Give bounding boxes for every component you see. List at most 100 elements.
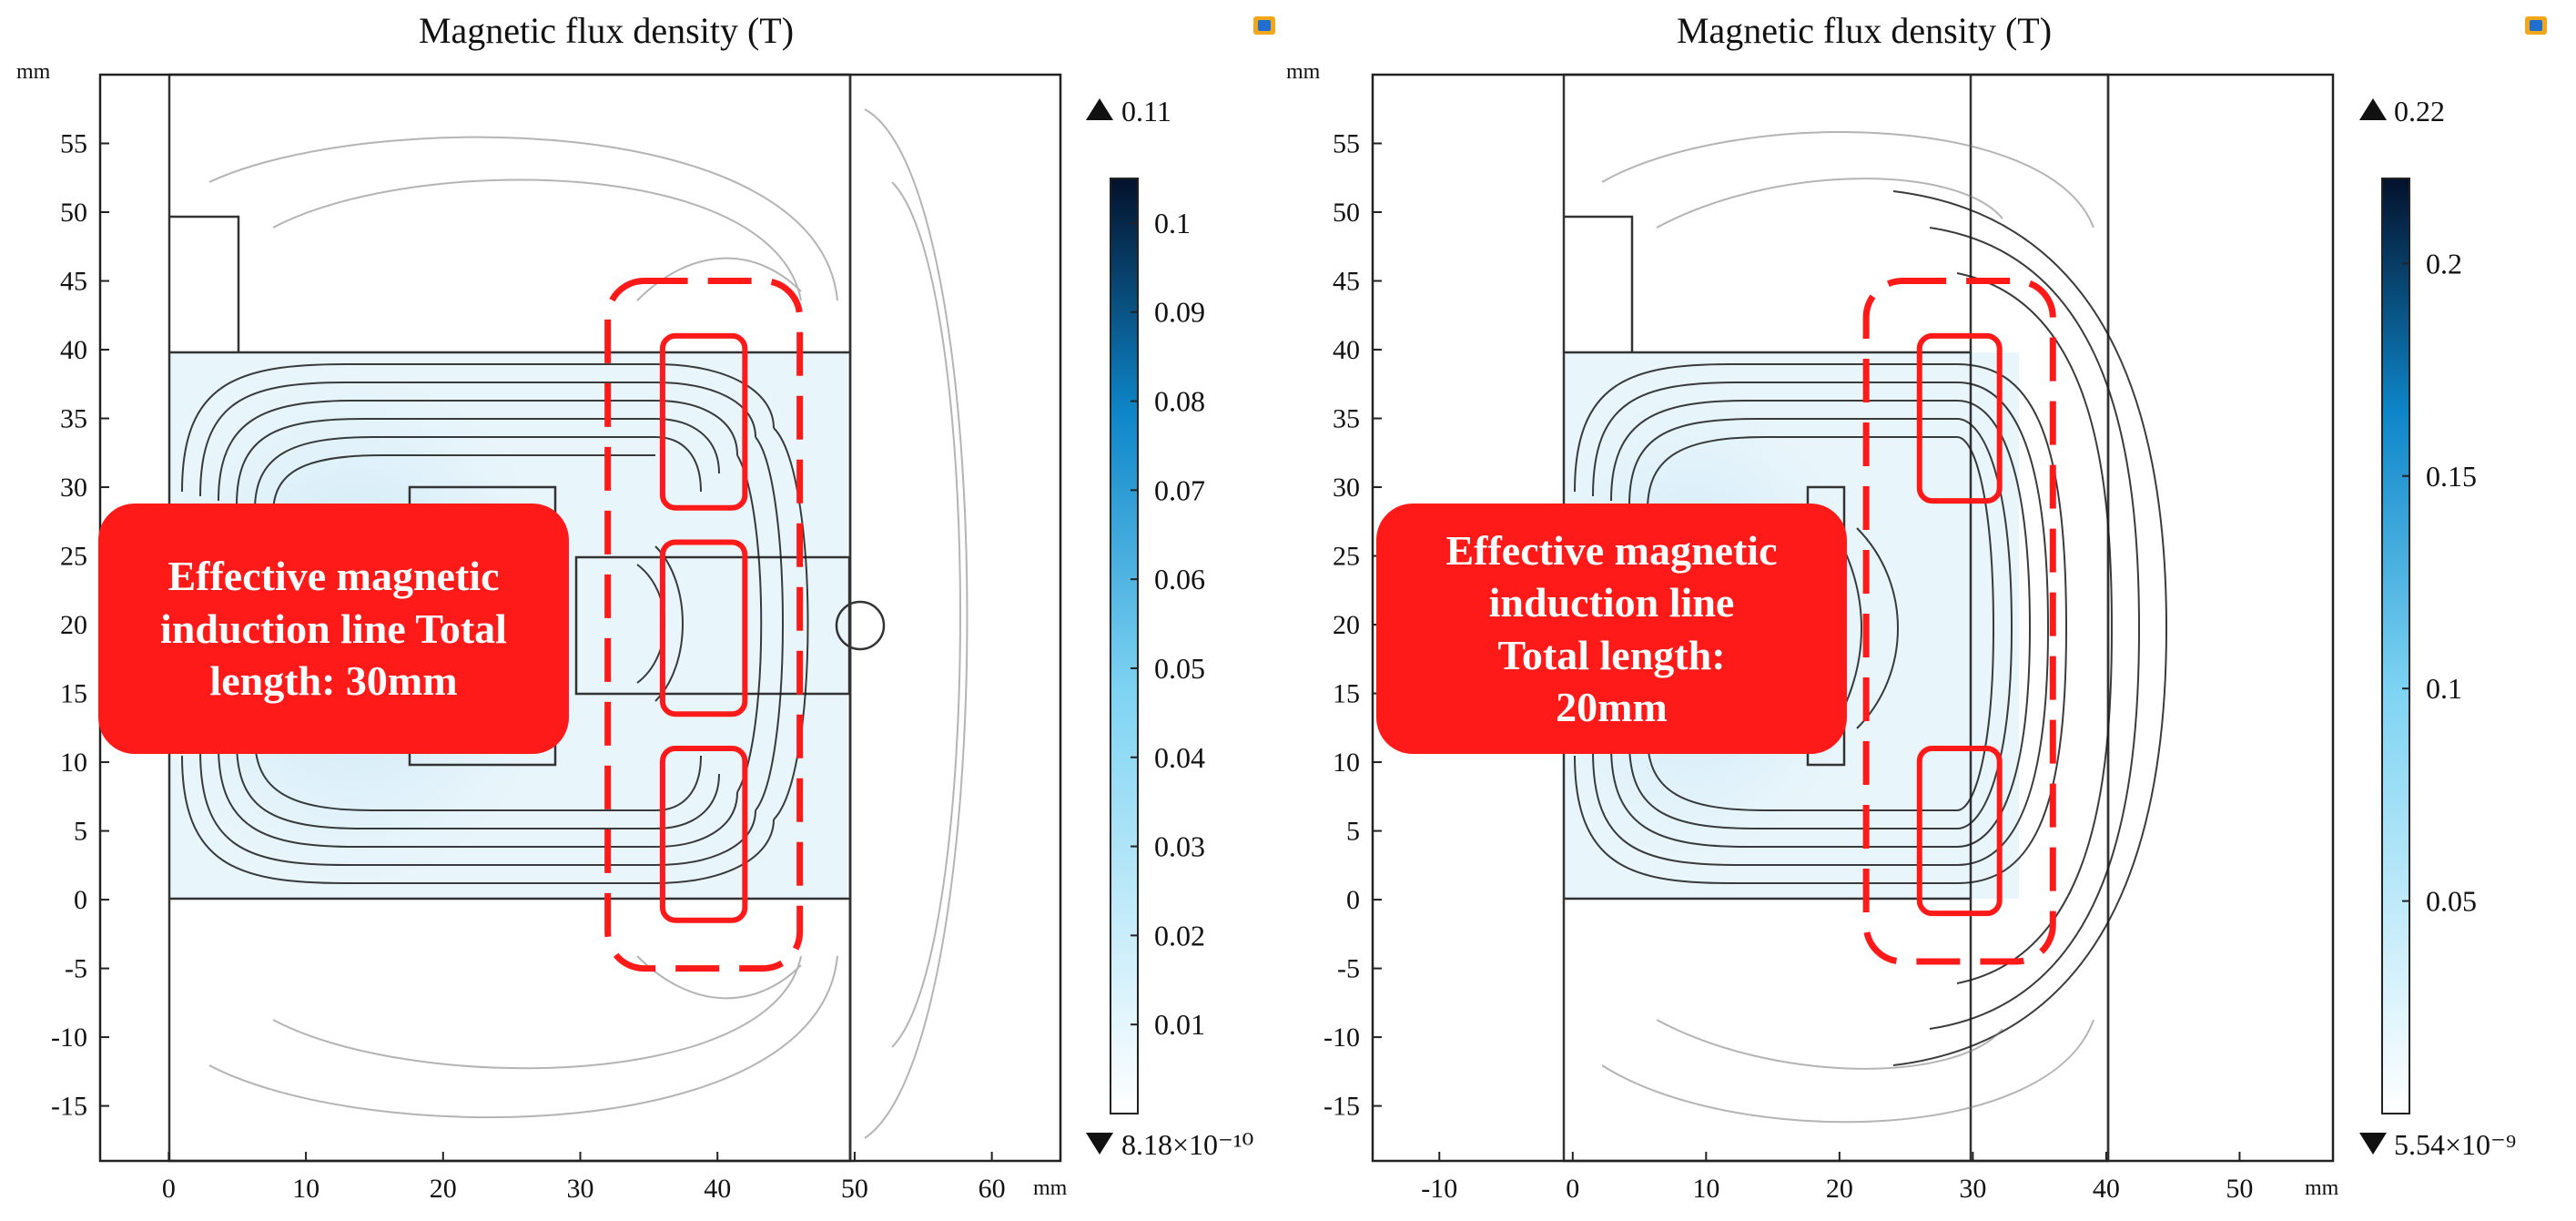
colorbar-gradient-left xyxy=(1110,178,1139,1114)
y-tick-label-right: 10 xyxy=(1333,748,1360,778)
colorbar-min-label-right: 5.54×10⁻⁹ xyxy=(2394,1128,2516,1161)
callout-right: Effective magnetic induction line Total … xyxy=(1376,504,1847,754)
colorbar-ticks-right: 0.05 0.1 0.15 0.2 xyxy=(2402,247,2477,918)
y-tick-label-left: -15 xyxy=(51,1092,87,1122)
colorbar-tick-label-right: 0.05 xyxy=(2426,885,2477,918)
y-tick-label-right: -15 xyxy=(1323,1092,1360,1122)
x-tick-label-left: 30 xyxy=(567,1174,594,1204)
chart-title-right: Magnetic flux density (T) xyxy=(1677,10,2052,51)
y-tick-label-right: 25 xyxy=(1333,542,1360,572)
app-logo-icon-left xyxy=(1253,16,1275,35)
x-tick-label-left: 0 xyxy=(162,1174,176,1204)
colorbar-tick-label-left: 0.05 xyxy=(1154,652,1205,685)
colorbar-tick-label-left: 0.04 xyxy=(1154,741,1205,774)
solid-highlight-region-right-2 xyxy=(1916,745,2003,917)
colorbar-min-marker-right xyxy=(2359,1133,2387,1155)
y-tick-label-right: 0 xyxy=(1346,885,1360,915)
app-logo-icon-right xyxy=(2525,16,2547,35)
y-unit-label-left: mm xyxy=(16,60,51,84)
colorbar-tick-label-left: 0.01 xyxy=(1154,1008,1205,1041)
x-tick-label-left: 60 xyxy=(979,1174,1006,1204)
y-tick-label-left: 0 xyxy=(74,885,87,915)
y-tick-label-right: 5 xyxy=(1346,817,1360,847)
colorbar-max-label-left: 0.11 xyxy=(1121,95,1171,127)
highlight-regions-left xyxy=(604,278,804,972)
x-tick-label-left: 50 xyxy=(841,1174,868,1204)
y-tick-label-right: -5 xyxy=(1337,954,1360,984)
solid-highlight-region-right-1 xyxy=(1916,332,2003,504)
x-tick-label-left: 40 xyxy=(704,1174,731,1204)
callout-right-line1: Effective magnetic xyxy=(1445,526,1778,574)
streamlines-left xyxy=(181,363,809,884)
colorbar-tick-label-left: 0.06 xyxy=(1154,563,1205,595)
callout-right-line3: Total length: xyxy=(1497,631,1726,678)
colorbar-right: 0.22 0.05 0.1 0.15 0.2 5.54×10⁻⁹ xyxy=(2359,95,2516,1161)
highlight-regions-right xyxy=(1862,278,2056,965)
colorbar-tick-label-left: 0.02 xyxy=(1154,919,1205,951)
callout-left-line2: induction line Total xyxy=(160,605,507,652)
y-tick-label-right: 50 xyxy=(1333,198,1360,228)
x-unit-label-right: mm xyxy=(2305,1176,2339,1200)
colorbar-tick-label-left: 0.03 xyxy=(1154,830,1205,863)
colorbar-tick-label-left: 0.1 xyxy=(1154,207,1191,239)
colorbar-tick-label-right: 0.15 xyxy=(2426,460,2477,493)
x-tick-label-right: 50 xyxy=(2226,1174,2253,1204)
chart-title-left: Magnetic flux density (T) xyxy=(419,10,794,51)
y-tick-label-right: -10 xyxy=(1323,1023,1360,1053)
axis-ticks-right: -10 0 10 20 30 40 50 -15 -10 -5 0 5 10 15 20 25 30 35 40 45… xyxy=(1323,129,2253,1204)
axes-frame-right xyxy=(1371,73,2335,1163)
y-tick-label-right: 40 xyxy=(1333,335,1360,365)
x-tick-label-right: 30 xyxy=(1959,1174,1986,1204)
callout-left-line1: Effective magnetic xyxy=(167,553,500,600)
y-tick-label-left: 15 xyxy=(60,679,87,709)
colorbar-ticks-left: 0.01 0.02 0.03 0.04 0.05 0.06 0.07 0.08 0.09 0.1 xyxy=(1131,207,1205,1041)
callout-left: Effective magnetic induction line Total … xyxy=(98,504,569,754)
y-tick-label-left: 25 xyxy=(60,542,87,572)
colorbar-tick-label-left: 0.08 xyxy=(1154,385,1205,418)
colorbar-min-marker-left xyxy=(1086,1133,1113,1155)
x-tick-label-right: -10 xyxy=(1421,1174,1457,1204)
y-tick-label-left: 20 xyxy=(60,610,87,640)
y-tick-label-right: 15 xyxy=(1333,679,1360,709)
x-tick-label-right: 20 xyxy=(1826,1174,1853,1204)
colorbar-gradient-right xyxy=(2381,178,2410,1114)
x-tick-label-right: 40 xyxy=(2093,1174,2120,1204)
field-lines-background-left xyxy=(208,108,969,1139)
y-tick-label-right: 55 xyxy=(1333,129,1360,159)
y-tick-label-left: 5 xyxy=(74,817,87,847)
callout-right-line2: induction line xyxy=(1488,579,1735,626)
colorbar-max-label-right: 0.22 xyxy=(2394,95,2445,127)
y-tick-label-right: 30 xyxy=(1333,473,1360,503)
x-tick-label-right: 0 xyxy=(1566,1174,1579,1204)
x-tick-label-left: 20 xyxy=(430,1174,457,1204)
y-tick-label-right: 35 xyxy=(1333,404,1360,434)
solid-highlight-region-left-1 xyxy=(659,332,748,511)
y-unit-label-right: mm xyxy=(1286,60,1321,84)
colorbar-tick-label-right: 0.2 xyxy=(2426,247,2462,280)
y-tick-label-left: 30 xyxy=(60,473,87,503)
y-tick-label-left: 50 xyxy=(60,198,87,228)
y-tick-label-left: -5 xyxy=(65,954,87,984)
colorbar-tick-label-left: 0.09 xyxy=(1154,296,1205,329)
y-tick-label-left: 45 xyxy=(60,267,87,297)
colorbar-tick-label-right: 0.1 xyxy=(2426,672,2462,705)
axis-ticks-left: 0 10 20 30 40 50 60 -15 -10 -5 0 5 10 15 20 25 30 35 40 45 5… xyxy=(51,129,1006,1204)
y-tick-label-left: 10 xyxy=(60,748,87,778)
colorbar-left: 0.11 0.010.020.030.040.050.060.070.080.0… xyxy=(1086,95,1253,1161)
x-tick-label-right: 10 xyxy=(1692,1174,1719,1204)
field-lines-background-right xyxy=(1601,131,2094,1124)
callout-left-line3: length: 30mm xyxy=(209,657,458,705)
dashed-highlight-region-left xyxy=(604,278,804,972)
y-tick-label-left: -10 xyxy=(51,1023,87,1053)
y-tick-label-right: 20 xyxy=(1333,610,1360,640)
dashed-highlight-region-right xyxy=(1862,278,2056,965)
x-unit-label-left: mm xyxy=(1033,1176,1068,1200)
y-tick-label-right: 45 xyxy=(1333,267,1360,297)
colorbar-max-marker-right xyxy=(2359,98,2387,120)
colorbar-max-marker-left xyxy=(1086,98,1113,120)
solid-highlight-region-left-3 xyxy=(659,745,748,923)
y-tick-label-left: 35 xyxy=(60,404,87,434)
solid-highlight-region-left-2 xyxy=(659,539,748,717)
colorbar-tick-label-left: 0.07 xyxy=(1154,473,1205,506)
x-tick-label-left: 10 xyxy=(292,1174,319,1204)
